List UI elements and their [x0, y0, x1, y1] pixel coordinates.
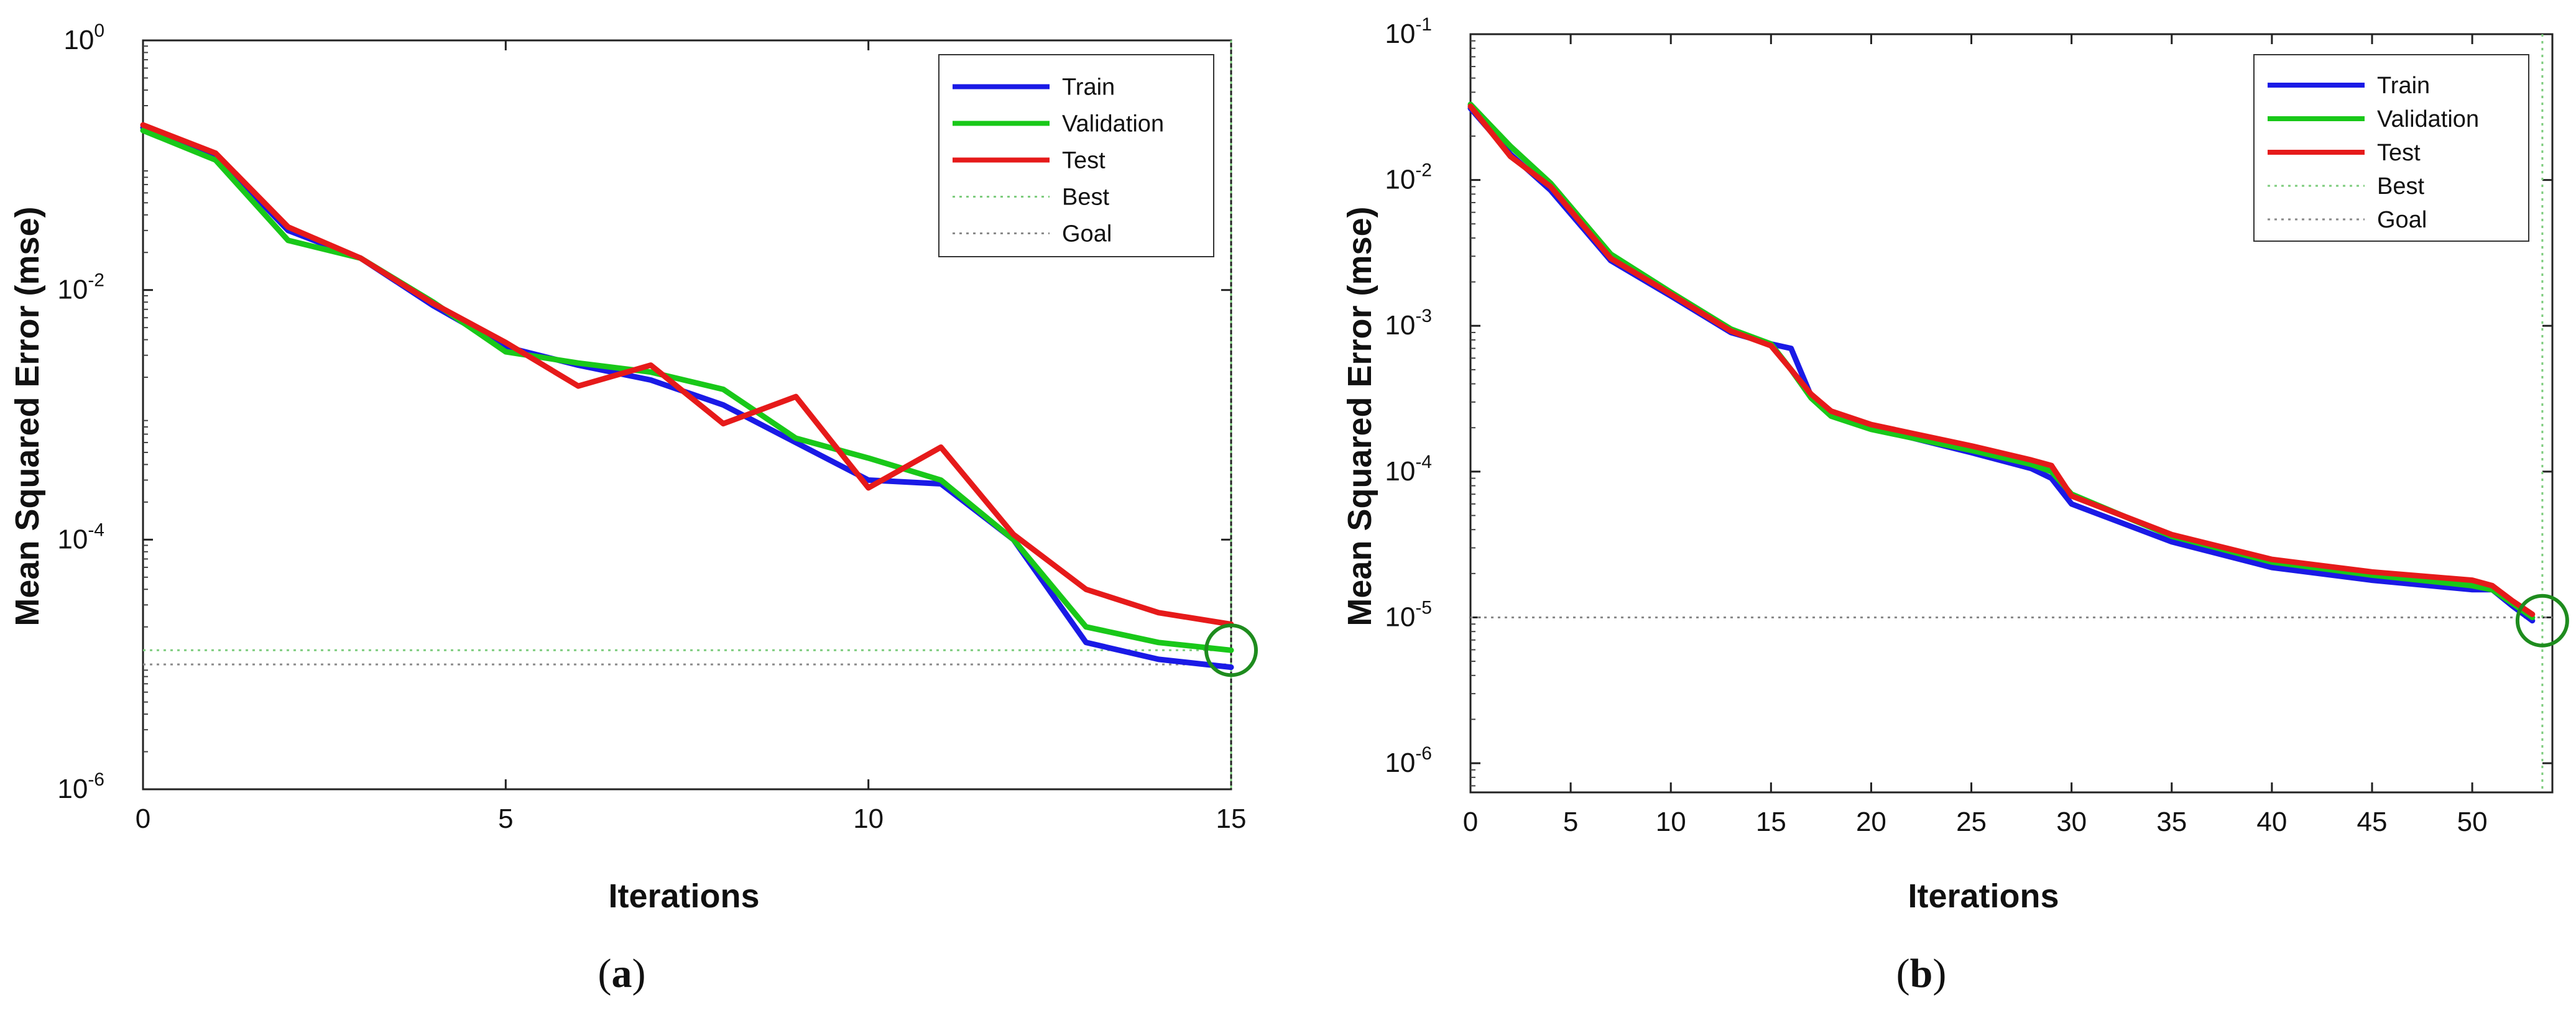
- chart-a-x-axis-title: Iterations: [608, 878, 759, 915]
- chart-a-legend-label-validation: Validation: [1062, 111, 1164, 137]
- chart-a-y-tick-label: 10-2: [57, 270, 104, 305]
- chart-a-x-tick-label: 0: [136, 804, 150, 834]
- chart-b-legend-label-best: Best: [2377, 173, 2424, 199]
- chart-b-x-tick-label: 15: [1756, 807, 1786, 837]
- chart-b-legend-label-goal: Goal: [2377, 207, 2427, 233]
- chart-a-y-tick-label: 10-6: [57, 769, 104, 804]
- chart-a-y-axis-title: Mean Squared Error (mse): [9, 206, 46, 626]
- chart-b-x-tick-label: 10: [1656, 807, 1686, 837]
- chart-b-y-tick-label: 10-4: [1385, 452, 1432, 487]
- chart-a-group: 0 5 10 15 100 10-2 10-4 10-6 Train Validation Test…: [9, 21, 1258, 996]
- chart-a-series-test: [140, 122, 1234, 627]
- chart-b-legend: Train Validation Test Best Goal: [2253, 54, 2529, 242]
- chart-b-y-tick-label: 10-1: [1385, 14, 1432, 49]
- chart-b-x-tick-label: 0: [1463, 807, 1478, 837]
- chart-b-caption: (b): [1896, 951, 1947, 996]
- chart-b-series-test: [1467, 103, 2536, 617]
- chart-b-legend-label-train: Train: [2377, 73, 2430, 99]
- chart-a-legend-label-test: Test: [1062, 148, 1106, 174]
- chart-a-legend-label-best: Best: [1062, 185, 1109, 211]
- chart-a-x-tick-label: 5: [498, 804, 513, 834]
- chart-b-x-tick-label: 50: [2457, 807, 2488, 837]
- chart-a-best-marker: [1204, 623, 1258, 677]
- chart-b-y-tick-label: 10-2: [1385, 160, 1432, 195]
- chart-a-legend-label-goal: Goal: [1062, 221, 1112, 247]
- chart-a-legend-label-train: Train: [1062, 75, 1115, 101]
- chart-b-x-tick-label: 30: [2056, 807, 2087, 837]
- chart-b-y-axis-title: Mean Squared Error (mse): [1341, 206, 1378, 626]
- chart-b-best-marker: [2515, 594, 2569, 648]
- chart-b-x-tick-label: 45: [2357, 807, 2388, 837]
- chart-a-y-tick-label: 100: [63, 21, 104, 55]
- chart-b-x-tick-label: 35: [2156, 807, 2187, 837]
- chart-b-legend-label-test: Test: [2377, 140, 2421, 166]
- chart-a-x-tick-label: 15: [1216, 804, 1247, 834]
- chart-b-x-tick-label: 5: [1563, 807, 1578, 837]
- chart-a-caption: (a): [598, 951, 646, 996]
- chart-b-x-tick-label: 25: [1956, 807, 1987, 837]
- chart-b-x-axis-title: Iterations: [1908, 878, 2059, 915]
- chart-b-y-tick-label: 10-3: [1385, 306, 1432, 341]
- chart-b-y-tick-label: 10-6: [1385, 743, 1432, 778]
- chart-a-legend: Train Validation Test Best Goal: [938, 54, 1214, 257]
- chart-b-legend-label-validation: Validation: [2377, 106, 2479, 132]
- chart-b-x-tick-label: 40: [2256, 807, 2287, 837]
- chart-b-y-tick-label: 10-5: [1385, 597, 1432, 632]
- chart-a-x-tick-label: 10: [853, 804, 884, 834]
- chart-b-x-tick-label: 20: [1856, 807, 1886, 837]
- chart-a-y-tick-label: 10-4: [57, 520, 104, 554]
- chart-a-series-validation: [140, 127, 1234, 653]
- chart-b-group: 0 5 10 15 20 25 30 35 40 45 50 10-1 10-2 10-3 10-4 10-5…: [1341, 14, 2569, 996]
